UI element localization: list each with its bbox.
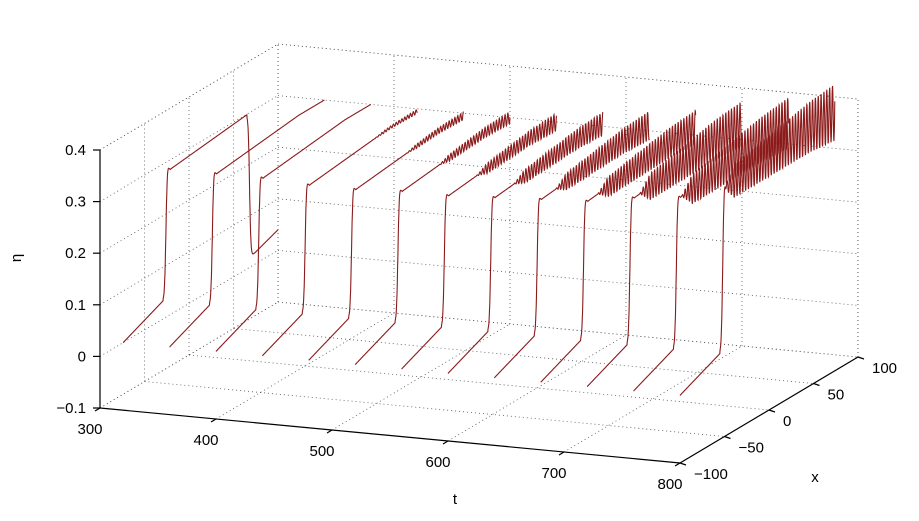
grid-line-z-back	[277, 250, 859, 306]
grid-line-x-floor	[188, 354, 770, 411]
t-tick	[210, 418, 217, 423]
grid-line-x-floor	[233, 328, 814, 384]
t-tick	[674, 462, 681, 467]
t-tick-label: 300	[77, 421, 102, 438]
series-line	[354, 112, 511, 366]
series-line	[586, 102, 743, 388]
z-tick-label: −0.1	[56, 400, 86, 417]
grid-layer	[99, 43, 859, 464]
series-line	[261, 109, 418, 357]
series-line	[493, 112, 650, 379]
t-tick	[442, 440, 449, 445]
x-tick-label: −50	[739, 440, 764, 457]
grid-line-z-side	[99, 198, 279, 306]
box-edge-top-side	[99, 43, 279, 151]
series-layer	[122, 85, 836, 396]
series-line	[401, 112, 557, 370]
x-tick-label: 50	[828, 387, 845, 404]
box-edge-top-back	[277, 43, 859, 100]
t-tick	[326, 429, 333, 434]
x-axis-label: x	[811, 469, 819, 486]
z-tick-label: 0	[78, 348, 86, 365]
grid-line-t-floor	[331, 323, 511, 431]
t-tick-label: 600	[425, 454, 450, 471]
t-tick-label: 500	[309, 443, 334, 460]
series-line	[215, 103, 372, 352]
series-line	[633, 98, 789, 392]
series-line	[169, 99, 325, 348]
grid-line-z-back	[277, 43, 859, 100]
grid-line-z-back	[277, 301, 859, 358]
grid-line-z-back	[277, 198, 859, 255]
x-tick-label: −100	[694, 466, 728, 483]
x-tick	[857, 356, 865, 360]
t-tick-label: 800	[657, 476, 682, 493]
x-tick-label: 100	[872, 360, 897, 377]
x-tick	[813, 382, 820, 387]
z-axis-label: η	[8, 254, 25, 262]
grid-line-t-floor	[215, 312, 395, 420]
t-tick-label: 700	[541, 465, 566, 482]
grid-line-z-side	[99, 146, 279, 254]
grid-line-z-side	[99, 301, 279, 409]
x-tick-label: 0	[783, 413, 791, 430]
series-line	[308, 111, 464, 361]
z-tick-label: 0.3	[65, 194, 86, 211]
z-tick-label: 0.4	[65, 142, 86, 159]
t-tick	[558, 451, 565, 456]
grid-line-t-floor	[563, 345, 743, 453]
series-line	[447, 112, 604, 374]
series-line	[122, 113, 279, 344]
x-tick	[768, 409, 776, 413]
axes-layer: 800 700 600 500 400 300 −100 −50 0 50 100 −0.1 0 0.1 0…	[56, 142, 897, 493]
grid-line-x-floor	[277, 301, 859, 358]
grid-line-t-floor	[447, 334, 627, 442]
x-tick	[724, 435, 731, 440]
grid-line-x-floor	[144, 381, 725, 437]
t-axis-label: t	[453, 491, 458, 508]
x-tick	[679, 462, 687, 466]
t-axis-line	[99, 407, 681, 464]
t-tick-label: 400	[193, 432, 218, 449]
label-layer: η t x	[8, 254, 819, 508]
grid-line-z-side	[99, 95, 279, 202]
grid-line-z-side	[99, 250, 279, 357]
z-tick-label: 0.1	[65, 297, 86, 314]
series-line	[679, 85, 836, 396]
series-line	[540, 109, 697, 383]
z-tick-label: 0.2	[65, 245, 86, 262]
